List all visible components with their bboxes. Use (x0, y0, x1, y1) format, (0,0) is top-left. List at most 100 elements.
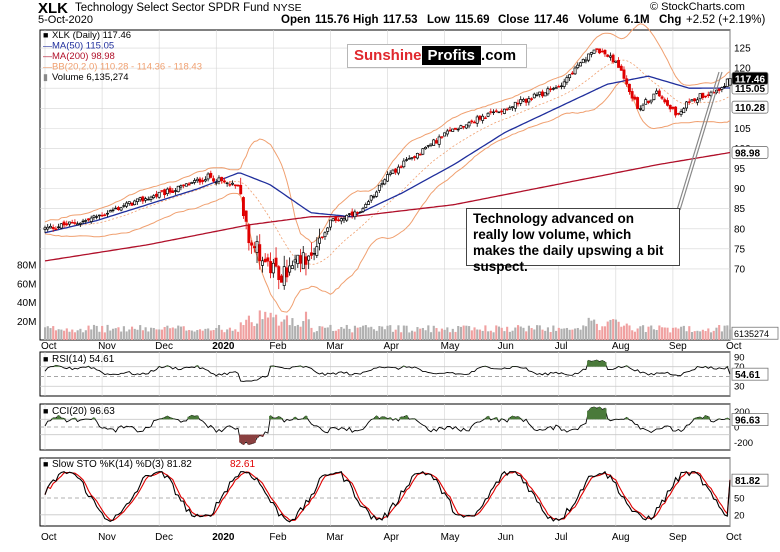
price-x-label: Nov (98, 341, 116, 352)
volume-bar (394, 329, 397, 340)
volume-bar (511, 330, 514, 340)
price-tick-label: 105 (734, 124, 751, 135)
candle-body (451, 128, 455, 132)
volume-bar (536, 325, 539, 340)
volume-bar (655, 330, 658, 340)
volume-bar (345, 324, 348, 340)
candle-body (592, 49, 596, 54)
volume-bar (633, 331, 636, 340)
volume-bar (204, 328, 207, 340)
candle-body (595, 48, 599, 50)
candle-body (630, 91, 634, 99)
candle-body (361, 208, 365, 212)
volume-bar (228, 327, 231, 340)
candle-body (114, 207, 118, 210)
volume-bar (215, 328, 218, 340)
candle-body (182, 184, 186, 187)
candle-body (46, 226, 50, 230)
candle-body (516, 102, 520, 105)
volume-bar (432, 325, 435, 340)
candle-body (399, 166, 403, 168)
candle-body (418, 154, 422, 156)
candle-body (701, 92, 705, 99)
sto-x-label: Nov (98, 532, 116, 543)
volume-bar (272, 317, 275, 340)
volume-bar (171, 327, 174, 340)
candle-body (334, 216, 338, 221)
candle-body (266, 257, 270, 262)
volume-bar (310, 327, 313, 340)
volume-tick-label: 80M (17, 260, 36, 271)
candle-body (152, 195, 156, 199)
volume-bar (372, 329, 376, 340)
candle-body (394, 168, 398, 173)
candle-body (76, 223, 80, 226)
candle-body (668, 104, 672, 110)
volume-bar (593, 319, 596, 340)
brand-part-2: Profits (421, 46, 482, 65)
volume-bar (158, 329, 161, 340)
volume-bar (223, 332, 226, 340)
candle-body (122, 205, 126, 207)
candle-body (587, 53, 591, 61)
candle-body (345, 215, 349, 221)
volume-bar (489, 330, 492, 340)
volume-bar (639, 326, 642, 340)
volume-bar (519, 326, 522, 340)
candle-body (263, 258, 267, 263)
price-x-label: Apr (384, 341, 400, 352)
volume-bar (381, 326, 384, 340)
ma200-tag: 98.98 (735, 149, 760, 160)
candle-body (193, 180, 196, 183)
volume-bar (375, 330, 378, 340)
candle-body (388, 172, 392, 175)
volume-bar (114, 328, 117, 340)
volume-bar (579, 329, 582, 340)
candle-body (690, 99, 694, 102)
volume-bar (647, 326, 650, 340)
volume-bar (313, 332, 316, 340)
volume-bar (712, 330, 715, 340)
candle-body (483, 117, 487, 120)
candle-body (475, 116, 479, 124)
candle-body (176, 185, 180, 193)
volume-bar (209, 330, 212, 340)
candle-body (165, 188, 169, 195)
volume-bar (514, 327, 517, 340)
candle-body (125, 202, 128, 207)
sto-x-label: Sep (669, 532, 687, 543)
volume-bar (193, 331, 196, 340)
volume-bar (468, 326, 471, 340)
volume-bar (179, 326, 183, 340)
price-tick-label: 125 (734, 44, 751, 55)
volume-bar (370, 326, 373, 340)
volume-bar (476, 329, 479, 340)
volume-bar (560, 328, 563, 340)
candle-body (666, 100, 669, 106)
volume-bar (125, 331, 128, 340)
volume-bar (688, 326, 691, 340)
candle-body (195, 178, 199, 182)
candle-body (647, 100, 650, 103)
volume-bar (582, 325, 585, 340)
brand-part-1: Sunshine (354, 47, 422, 64)
volume-bar (234, 329, 237, 340)
volume-bar (720, 331, 723, 340)
volume-bar (503, 331, 506, 340)
candle-body (627, 83, 631, 93)
volume-bar (264, 311, 267, 340)
close-label: Close (498, 14, 530, 26)
candle-body (239, 184, 243, 195)
candle-body (255, 241, 259, 253)
sto-x-label: Mar (326, 532, 344, 543)
candle-body (320, 236, 324, 238)
candle-body (48, 225, 52, 229)
candle-body (598, 48, 601, 54)
volume-bar (443, 329, 446, 340)
candle-body (127, 201, 131, 204)
volume-bar (92, 324, 96, 340)
candle-body (492, 111, 495, 114)
candle-body (402, 160, 406, 168)
volume-bar (704, 331, 707, 340)
candle-body (309, 252, 313, 256)
